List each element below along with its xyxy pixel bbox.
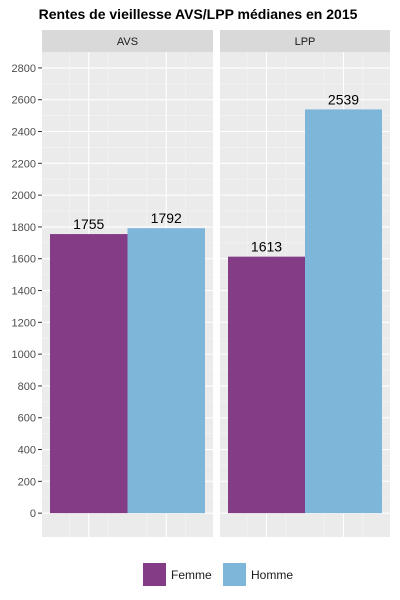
facet-panels: AVS 1755 1792 LPP 1613 2539: [42, 30, 390, 537]
facet-strip-label: LPP: [295, 36, 316, 48]
y-tick-label: 2200: [12, 158, 36, 170]
y-tick-label: 2000: [12, 190, 36, 202]
legend-item-femme: Femme: [143, 563, 212, 586]
y-axis: 0 200 400 600 800 1000 1200 1400 1600 1800 2000 220…: [12, 63, 42, 520]
y-tick-label: 2400: [12, 127, 36, 139]
y-tick-label: 600: [18, 413, 36, 425]
data-label: 1755: [73, 216, 104, 232]
y-tick-label: 1800: [12, 222, 36, 234]
facet-panel-avs: AVS 1755 1792: [42, 30, 213, 537]
data-label: 1613: [251, 239, 282, 255]
y-tick-label: 400: [18, 445, 36, 457]
legend-item-homme: Homme: [223, 563, 293, 586]
bar-femme-lpp: [228, 256, 305, 514]
y-tick-label: 1600: [12, 254, 36, 266]
y-tick-label: 2800: [12, 63, 36, 75]
data-label: 2539: [328, 91, 359, 107]
facet-strip: [220, 30, 390, 52]
facet-strip-label: AVS: [117, 36, 138, 48]
y-tick-label: 800: [18, 381, 36, 393]
legend-label: Femme: [171, 568, 212, 582]
legend-swatch: [223, 563, 246, 586]
legend: Femme Homme: [143, 563, 293, 586]
bar-homme-avs: [127, 228, 205, 514]
y-tick-label: 1000: [12, 349, 36, 361]
y-tick-label: 200: [18, 476, 36, 488]
legend-swatch: [143, 563, 166, 586]
data-label: 1792: [151, 210, 182, 226]
y-tick-label: 2600: [12, 95, 36, 107]
facet-strip: [42, 30, 213, 52]
y-tick-label: 1400: [12, 286, 36, 298]
chart-title: Rentes de vieillesse AVS/LPP médianes en…: [39, 6, 358, 22]
y-tick-label: 1200: [12, 317, 36, 329]
facet-panel-lpp: LPP 1613 2539: [220, 30, 390, 537]
legend-label: Homme: [251, 568, 293, 582]
bar-homme-lpp: [305, 109, 382, 514]
y-tick-label: 0: [30, 508, 36, 520]
bar-femme-avs: [50, 234, 128, 514]
